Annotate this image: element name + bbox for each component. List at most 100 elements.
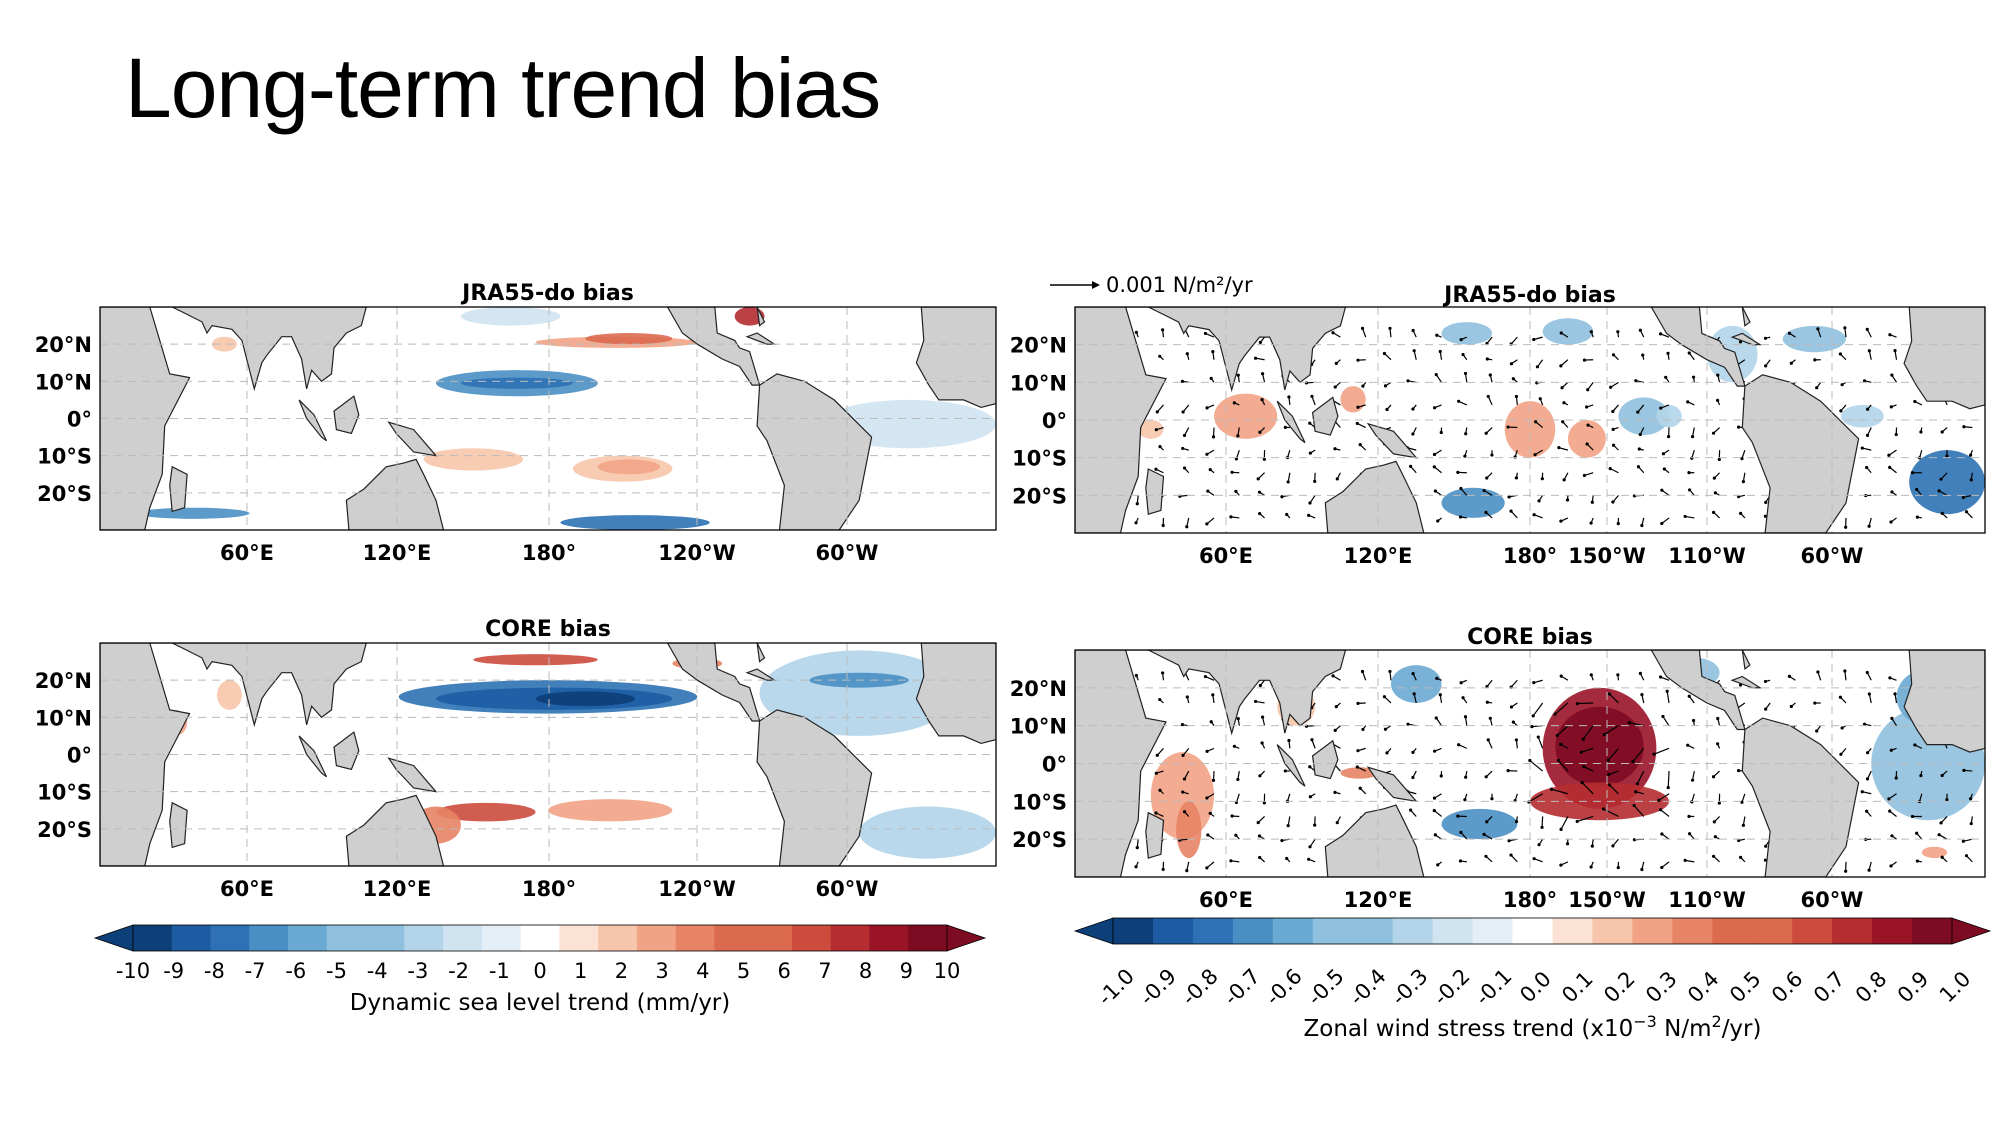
wind-vector-head (1717, 457, 1721, 462)
lat-tick-label: 10°S (1012, 790, 1067, 814)
colorbar-segment (1232, 918, 1274, 944)
wind-vector-head (1860, 790, 1864, 794)
wind-vector-head (1304, 381, 1309, 385)
wind-vector-head (1258, 511, 1262, 516)
wind-vector-head (1358, 443, 1362, 447)
map-content (1075, 307, 1985, 533)
wind-vector-head (1333, 790, 1337, 794)
wind-vector-head (1666, 351, 1670, 355)
wind-vector-head (1205, 522, 1209, 526)
map-panel-2: CORE bias 20°N 10°N 0° 10°S 20°S 60°E 120°E 180°… (35, 617, 997, 901)
wind-vector-head (1205, 749, 1209, 753)
wind-vector-head (1236, 434, 1240, 438)
wind-vector-head (1385, 751, 1389, 755)
wind-vector-head (1815, 386, 1819, 390)
wind-vector-head (1888, 465, 1892, 469)
map-content (100, 307, 996, 530)
wind-vector (1667, 771, 1670, 788)
wind-vector-head (1484, 431, 1488, 435)
wind-vector-head (1412, 692, 1416, 696)
anomaly-patch (1921, 846, 1948, 859)
wind-vector-head (1764, 707, 1768, 711)
wind-vector-head (1434, 373, 1438, 377)
wind-vector-head (1360, 326, 1365, 330)
wind-vector-head (1528, 758, 1532, 763)
wind-vector-head (1713, 491, 1717, 495)
lat-tick-label: 10°N (35, 706, 92, 730)
wind-vector-head (1838, 352, 1843, 356)
wind-vector-head (1560, 386, 1564, 390)
wind-vector (1603, 725, 1619, 736)
wind-vector-head (1739, 511, 1743, 516)
land-florida (1741, 650, 1751, 670)
wind-vector (1537, 736, 1544, 749)
wind-vector-head (1181, 753, 1185, 757)
wind-vector-head (1866, 407, 1870, 411)
wind-vector-head (1559, 827, 1563, 831)
colorbar-segment (1432, 918, 1474, 944)
land-westafrica (1903, 650, 1985, 753)
land-samerica (1741, 717, 1860, 877)
wind-vector-head (1889, 405, 1893, 409)
colorbar-segment (1192, 918, 1234, 944)
lon-tick-label: 60°W (816, 541, 879, 565)
land-asia (1125, 650, 1347, 736)
land-samerica (756, 709, 873, 866)
anomaly-patch (1504, 401, 1556, 458)
wind-vector-head (1358, 786, 1362, 790)
wind-vector-head (1509, 509, 1513, 513)
wind-vector-head (1559, 674, 1563, 678)
wind-vector-head (1511, 720, 1515, 724)
wind-vector-head (1308, 795, 1312, 799)
colorbar-segment (1552, 918, 1593, 944)
panel-title: JRA55-do bias (460, 281, 634, 306)
wind-vector-head (1919, 773, 1923, 778)
colorbar-segment (481, 925, 522, 951)
wind-vector-head (1962, 768, 1966, 772)
wind-vector-head (1945, 454, 1949, 458)
wind-vector-head (1559, 364, 1563, 368)
wind-vector-head (1716, 373, 1720, 377)
wind-vector-head (1637, 447, 1641, 451)
anomaly-patch (1542, 318, 1594, 345)
wind-vector-head (1155, 753, 1159, 757)
colorbar-tick-label: -8 (204, 959, 225, 983)
wind-vector-head (1664, 375, 1668, 379)
wind-vector-head (1640, 523, 1644, 528)
wind-vector-head (1893, 692, 1897, 696)
wind-vector-head (1590, 500, 1594, 504)
wind-vector (1577, 702, 1594, 705)
wind-vector (1632, 747, 1645, 762)
wind-vector-head (1486, 394, 1490, 399)
land-newguinea (387, 421, 438, 457)
lon-tick-label: 120°E (1344, 888, 1413, 912)
map-frame (1074, 306, 1986, 534)
wind-vector-head (1258, 683, 1262, 688)
wind-vector-head (1258, 430, 1262, 434)
colorbar-label-text: Dynamic sea level trend (mm/yr) (350, 990, 730, 1016)
wind-vector-head (1335, 477, 1339, 481)
wind-vector-head (1488, 373, 1492, 377)
anomaly-patch (1840, 404, 1884, 428)
wind-vector-head (1181, 446, 1185, 451)
wind-vector-head (1433, 749, 1437, 753)
wind-vector-head (1865, 777, 1870, 781)
colorbar-segment (1472, 918, 1514, 944)
colorbar-tick-label: -5 (326, 959, 347, 983)
colorbar-segment (1872, 918, 1913, 944)
wind-vector-head (1636, 410, 1640, 414)
colorbar-label: Dynamic sea level trend (mm/yr) (350, 990, 730, 1016)
wind-vector-head (1260, 715, 1265, 719)
wind-vector-head (1456, 470, 1460, 474)
wind-vector-head (1436, 863, 1440, 867)
wind-vector-head (1632, 803, 1636, 808)
colorbar-label-sup: −3 (1633, 1012, 1657, 1031)
wind-vector (1556, 725, 1569, 736)
wind-vector-head (1840, 383, 1844, 387)
wind-vector-head (1236, 717, 1240, 721)
wind-vector-head (1611, 409, 1615, 414)
lat-tick-label: 20°N (35, 333, 92, 357)
colorbar-tick-label: 5 (737, 959, 750, 983)
wind-vector-head (1690, 456, 1694, 460)
colorbar-segment (1752, 918, 1793, 944)
